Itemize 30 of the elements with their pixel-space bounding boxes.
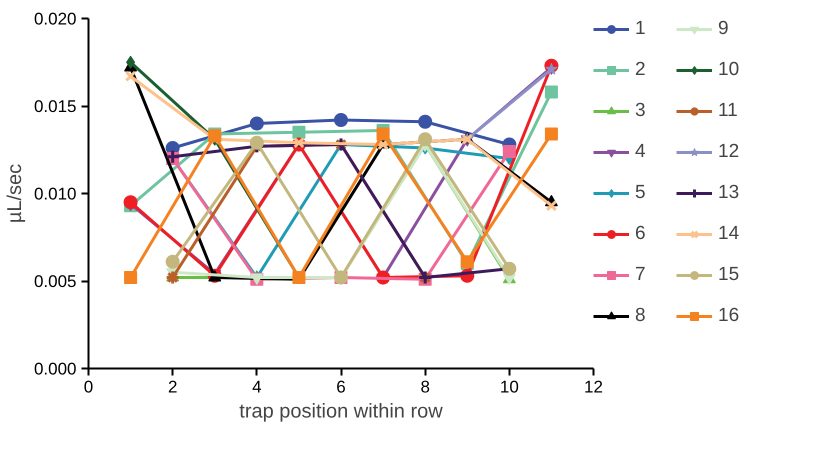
legend-label: 14 <box>718 223 740 245</box>
x-tick-label: 8 <box>420 378 430 396</box>
x-tick-label: 2 <box>168 378 178 396</box>
y-tick-label: 0.000 <box>34 360 77 378</box>
x-tick-label: 4 <box>252 378 262 396</box>
legend-label: 2 <box>635 59 647 81</box>
y-tick-label: 0.015 <box>34 97 77 116</box>
legend-label: 15 <box>718 264 740 286</box>
legend-label: 5 <box>635 182 647 204</box>
y-axis-title: µL/sec <box>4 164 26 224</box>
legend-label: 11 <box>718 100 739 122</box>
x-tick-label: 10 <box>500 378 519 396</box>
legend-label: 6 <box>635 223 647 245</box>
y-tick-label: 0.005 <box>34 272 77 291</box>
legend-label: 16 <box>718 305 740 327</box>
legend-label: 4 <box>635 141 647 163</box>
legend-label: 12 <box>718 141 740 163</box>
y-tick-label: 0.020 <box>34 10 77 28</box>
legend-label: 10 <box>718 59 740 81</box>
x-tick-label: 6 <box>336 378 346 396</box>
y-tick-label: 0.010 <box>34 184 77 204</box>
legend-label: 1 <box>635 18 647 40</box>
x-tick-label: 0 <box>84 378 94 396</box>
legend-label: 3 <box>635 100 647 122</box>
legend-label: 7 <box>635 264 647 286</box>
legend-label: 8 <box>635 305 647 327</box>
legend-label: 13 <box>718 182 740 204</box>
x-axis-title: trap position within row <box>239 400 444 422</box>
legend-label: 9 <box>718 18 730 40</box>
x-tick-label: 12 <box>584 378 603 396</box>
